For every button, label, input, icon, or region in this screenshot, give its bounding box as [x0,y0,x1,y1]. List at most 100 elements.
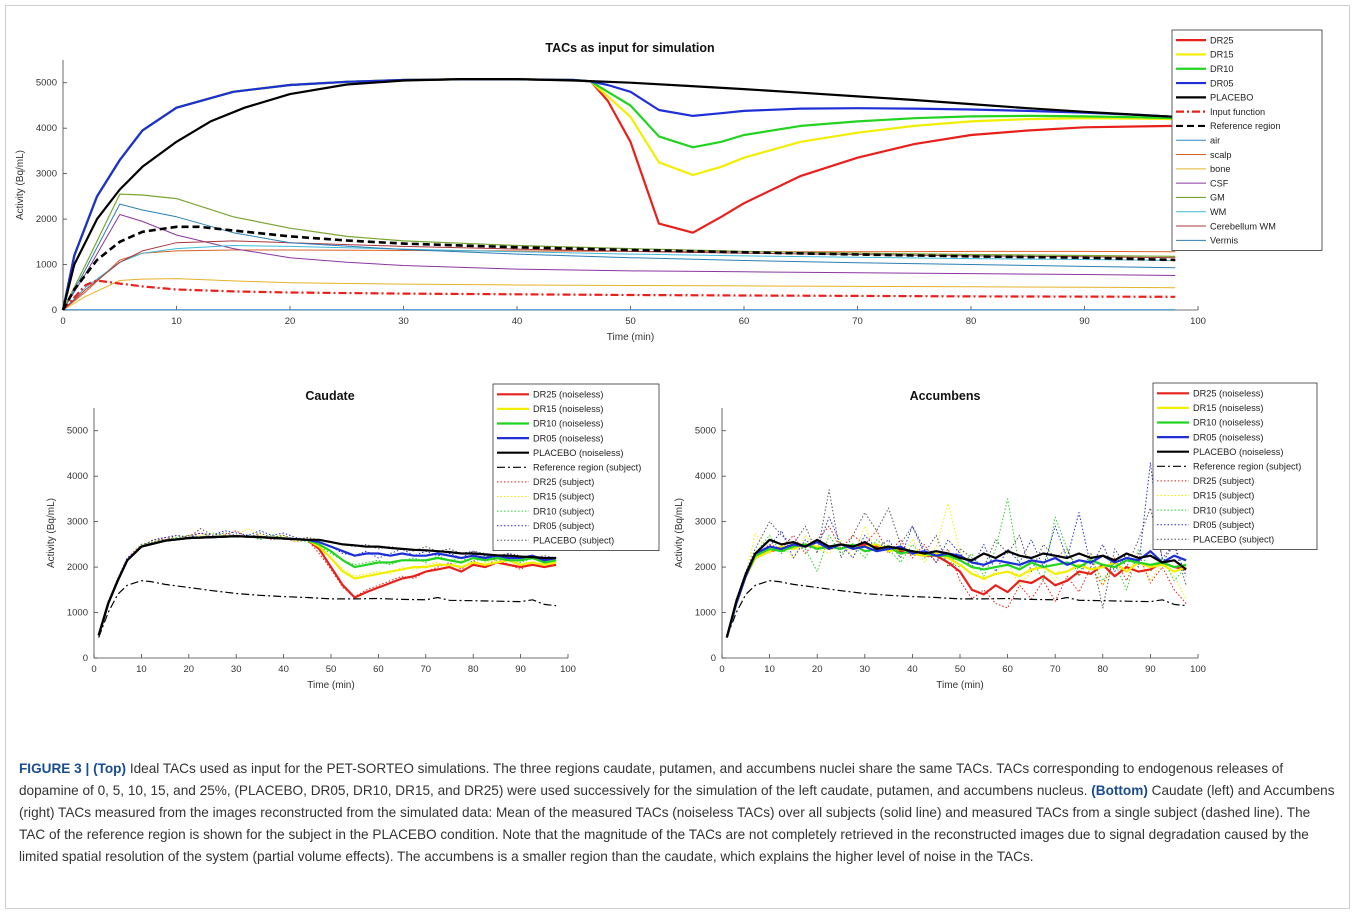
legend-label: WM [1210,207,1226,217]
legend: DR25 (noiseless) DR15 (noiseless) DR10 (no… [492,383,660,552]
legend-label: PLACEBO (noiseless) [533,448,623,458]
x-tick-label: 100 [1190,664,1206,675]
legend-label: bone [1210,164,1230,174]
series-line [726,489,1187,638]
x-tick-label: 40 [278,664,289,675]
series-line [62,203,1176,311]
legend-label: PLACEBO (subject) [1193,535,1274,545]
x-axis-label: Time (min) [607,332,654,343]
legend-label: PLACEBO (noiseless) [1193,447,1283,457]
y-tick-label: 3000 [695,517,716,528]
y-tick-label: 0 [83,653,88,664]
x-tick-label: 70 [421,664,432,675]
x-tick-label: 20 [812,664,823,675]
legend: DR25 DR15 DR10 DR05 PLACEBO Input function Ref… [1171,29,1323,251]
series-line [62,214,1176,311]
x-tick-label: 100 [560,664,576,675]
y-tick-label: 2000 [36,214,57,225]
chart-title: TACs as input for simulation [545,41,714,55]
x-tick-label: 80 [1098,664,1109,675]
legend-label: Input function [1210,107,1265,117]
y-axis-label: Activity (Bq/mL) [674,498,685,568]
y-tick-label: 2000 [67,562,88,573]
legend-label: DR05 (noiseless) [1193,432,1263,442]
series-line [62,279,1176,311]
y-tick-label: 5000 [695,426,716,437]
legend-label: Reference region (subject) [533,463,641,473]
series-line [725,538,1187,638]
legend-label: DR25 [1210,35,1234,45]
caption-text-bottom: Caudate (left) and Accumbens (right) TAC… [19,783,1335,864]
x-axis-label: Time (min) [307,680,354,691]
x-tick-label: 60 [1002,664,1013,675]
figure-caption: FIGURE 3 | (Top) Ideal TACs used as inpu… [19,758,1339,868]
legend-label: PLACEBO (subject) [533,536,614,546]
caption-text-top: Ideal TACs used as input for the PET-SOR… [19,761,1284,798]
x-tick-label: 20 [285,316,296,327]
legend: DR25 (noiseless) DR15 (noiseless) DR10 (no… [1152,382,1318,551]
legend-label: CSF [1210,178,1229,188]
x-tick-label: 90 [515,664,526,675]
legend-label: Vermis [1210,236,1238,246]
x-tick-label: 30 [398,316,409,327]
caption-top-tag: (Top) [93,761,127,776]
y-tick-label: 4000 [67,471,88,482]
x-tick-label: 10 [171,316,182,327]
chart-caudate: 0 10 20 30 40 50 60 70 80 90 100010002000300040005… [46,383,660,691]
legend-label: DR15 (subject) [533,492,594,502]
chart-title: Caudate [305,389,354,403]
legend-label: DR10 [1210,64,1234,74]
y-tick-label: 1000 [67,608,88,619]
legend-label: DR15 (noiseless) [1193,403,1263,413]
chart-top: 0 10 20 30 40 50 60 70 80 90 100010002000300040005… [15,29,1323,343]
x-tick-label: 50 [955,664,966,675]
legend-label: PLACEBO [1210,93,1253,103]
series-line [61,225,1176,311]
legend-label: DR15 (subject) [1193,491,1254,501]
x-tick-label: 70 [1050,664,1061,675]
figure-charts: 0 10 20 30 40 50 60 70 80 90 100010002000300040005… [15,29,1323,691]
y-tick-label: 5000 [67,426,88,437]
legend-label: DR25 (noiseless) [1193,389,1263,399]
legend-label: DR10 (noiseless) [533,419,603,429]
x-tick-label: 80 [468,664,479,675]
x-tick-label: 60 [373,664,384,675]
x-axis-label: Time (min) [936,680,983,691]
y-tick-label: 0 [711,653,716,664]
x-tick-label: 70 [852,316,863,327]
legend-label: DR25 (noiseless) [533,390,603,400]
legend-label: Cerebellum WM [1210,221,1276,231]
x-tick-label: 30 [860,664,871,675]
x-tick-label: 30 [231,664,242,675]
chart-accumbens: 0 10 20 30 40 50 60 70 80 90 100010002000300040005… [674,382,1318,691]
legend-label: DR15 (noiseless) [533,404,603,414]
series-line [726,462,1187,638]
x-tick-label: 20 [184,664,195,675]
legend-label: DR10 (subject) [533,506,594,516]
x-tick-label: 40 [907,664,918,675]
legend-label: DR25 (subject) [1193,476,1254,486]
x-tick-label: 10 [764,664,775,675]
y-tick-label: 0 [52,305,57,316]
x-tick-label: 0 [60,316,65,327]
series-line [725,543,1187,638]
legend-label: DR05 (noiseless) [533,433,603,443]
series-line [62,193,1176,311]
x-tick-label: 50 [625,316,636,327]
y-tick-label: 3000 [67,517,88,528]
legend-label: air [1210,135,1220,145]
legend-label: DR25 (subject) [533,477,594,487]
chart-title: Accumbens [910,389,981,403]
x-tick-label: 0 [719,664,724,675]
series-line [97,535,557,636]
y-tick-label: 4000 [695,471,716,482]
legend-label: DR10 (noiseless) [1193,418,1263,428]
y-tick-label: 1000 [36,260,57,271]
legend-label: DR05 [1210,78,1234,88]
caption-figure-label: FIGURE 3 | [19,761,90,776]
series-line [62,249,1176,311]
x-tick-label: 90 [1145,664,1156,675]
y-axis-label: Activity (Bq/mL) [15,150,26,220]
y-tick-label: 4000 [36,123,57,134]
legend-label: Reference region [1210,121,1280,131]
